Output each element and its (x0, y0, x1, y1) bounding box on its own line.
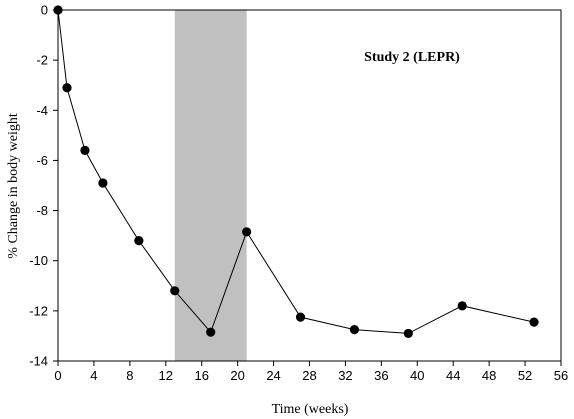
y-tick-label: -4 (36, 103, 48, 118)
y-tick-label: -6 (36, 153, 48, 168)
data-point (242, 227, 252, 237)
data-point (403, 328, 413, 339)
data-point (170, 286, 180, 296)
x-tick-label: 40 (410, 368, 424, 383)
axes-layer (57, 9, 562, 362)
data-points-layer (53, 5, 539, 339)
shaded-region-layer (174, 10, 247, 361)
x-tick-label: 24 (266, 368, 280, 383)
y-tick-label: -14 (29, 354, 48, 369)
y-tick-label: -8 (36, 203, 48, 218)
y-axis-title: % Change in body weight (6, 113, 21, 259)
data-point (206, 327, 216, 337)
data-point (80, 145, 90, 155)
data-point (134, 236, 144, 246)
data-point (529, 317, 539, 327)
plot-frame (57, 9, 562, 362)
data-point (53, 5, 63, 15)
x-tick-label: 12 (159, 368, 173, 383)
x-tick-label: 32 (338, 368, 352, 383)
series-line-layer (57, 9, 535, 334)
ticks-layer: 0 4 8 12 16 20 24 28 32 36 40 44 48 52 560-2-4-6-8-10-… (29, 3, 568, 384)
y-tick-label: -12 (29, 303, 48, 318)
x-tick-label: 44 (446, 368, 460, 383)
x-tick-label: 0 (54, 368, 61, 383)
x-tick-label: 20 (230, 368, 244, 383)
x-tick-label: 48 (482, 368, 496, 383)
x-axis-title: Time (weeks) (272, 402, 349, 417)
chart-annotation: Study 2 (LEPR) (364, 50, 460, 65)
x-tick-label: 36 (374, 368, 388, 383)
data-point (62, 83, 72, 93)
series-line (57, 9, 535, 334)
shaded-region (174, 10, 247, 361)
x-tick-label: 16 (194, 368, 208, 383)
y-tick-label: -10 (29, 253, 48, 268)
data-point (295, 312, 306, 322)
data-point (457, 301, 467, 311)
x-tick-label: 4 (90, 368, 97, 383)
data-point (349, 325, 360, 335)
x-tick-label: 56 (554, 368, 568, 383)
y-tick-label: -2 (36, 53, 48, 68)
y-tick-label: 0 (41, 3, 48, 18)
x-tick-label: 52 (518, 368, 532, 383)
x-tick-label: 8 (126, 368, 133, 383)
x-tick-label: 28 (302, 368, 316, 383)
data-point (98, 178, 108, 188)
